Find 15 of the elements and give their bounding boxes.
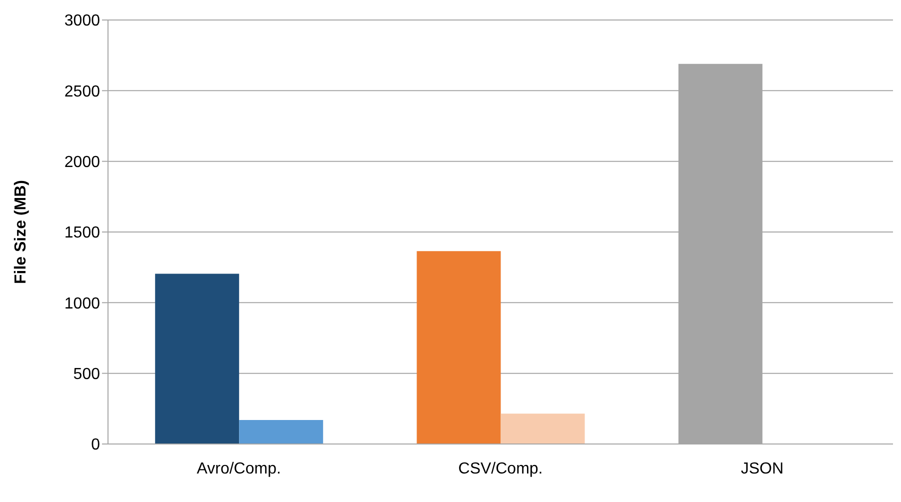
x-tick-label: Avro/Comp. [196, 460, 281, 478]
bar [155, 274, 240, 444]
y-tick-label: 1500 [64, 224, 100, 242]
x-tick-label: JSON [740, 460, 784, 478]
y-tick-label: 2500 [64, 83, 100, 100]
y-tick-label: 2000 [64, 154, 100, 172]
y-tick-label: 1000 [64, 295, 100, 312]
y-tick-label: 500 [73, 366, 100, 384]
y-tick-label: 0 [91, 436, 100, 454]
bar [239, 420, 324, 444]
y-tick-label: 3000 [64, 12, 100, 30]
x-tick-label: CSV/Comp. [458, 460, 543, 478]
bar [500, 414, 585, 444]
y-axis-title: File Size (MB) [12, 180, 30, 284]
bar [416, 251, 501, 444]
